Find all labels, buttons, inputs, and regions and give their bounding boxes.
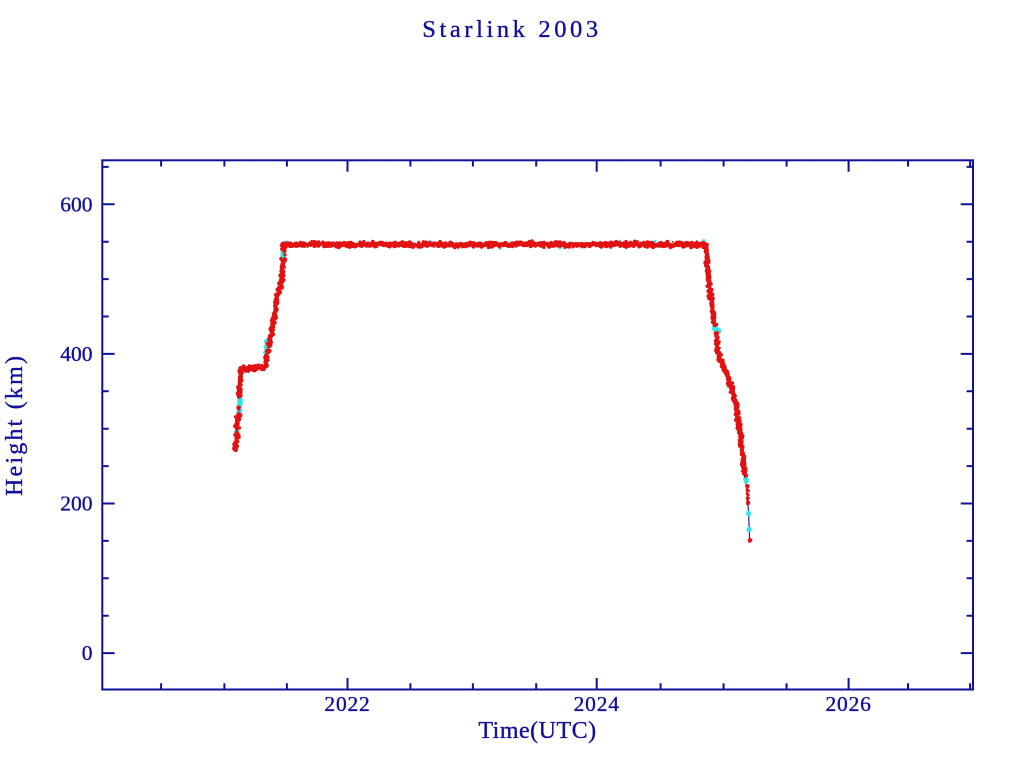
svg-text:Time(UTC): Time(UTC)	[478, 718, 596, 744]
svg-text:2022: 2022	[324, 692, 370, 716]
svg-text:2024: 2024	[574, 692, 620, 716]
svg-text:200: 200	[60, 492, 92, 516]
svg-text:600: 600	[60, 192, 92, 216]
svg-text:400: 400	[60, 342, 92, 366]
svg-text:0: 0	[82, 641, 93, 665]
svg-text:Starlink 2003: Starlink 2003	[422, 16, 602, 43]
svg-text:Height (km): Height (km)	[2, 354, 28, 496]
svg-text:2026: 2026	[825, 692, 871, 716]
